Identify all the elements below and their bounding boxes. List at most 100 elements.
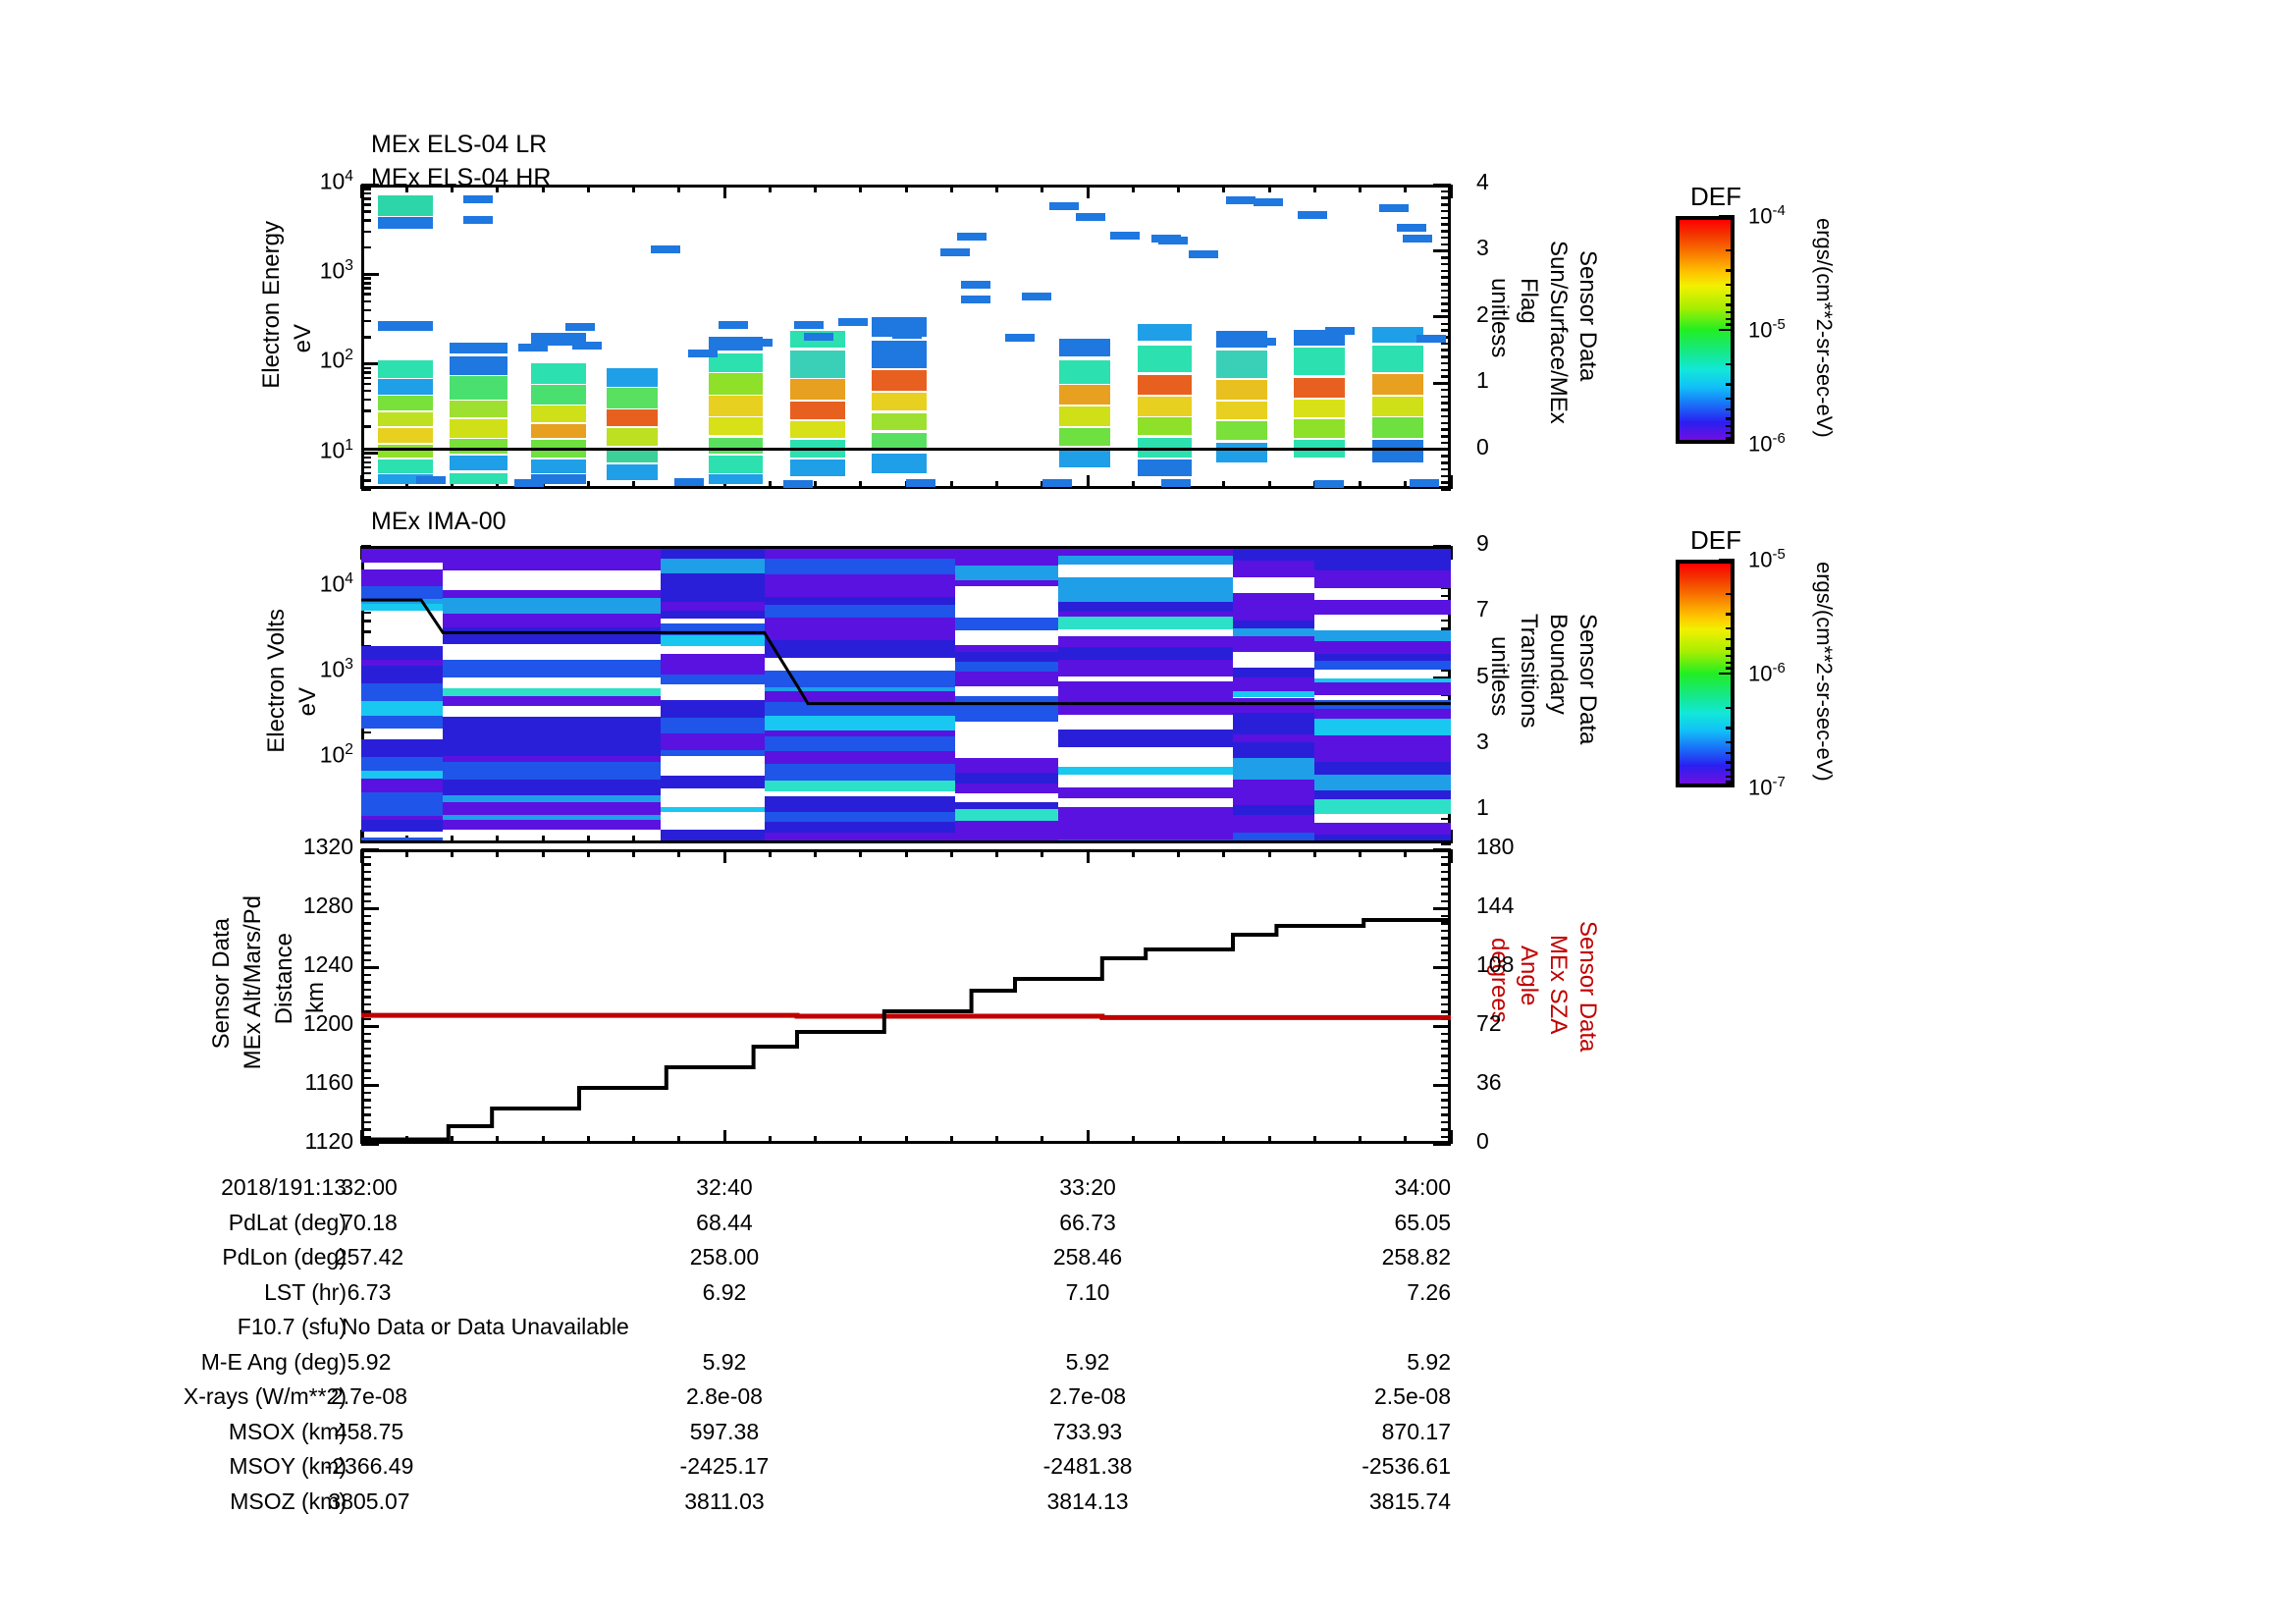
- xtick: [768, 1136, 772, 1144]
- ytick-label: 102: [319, 347, 353, 374]
- ima-band: [1233, 804, 1315, 816]
- spectrogram-band: [606, 464, 658, 481]
- spectrogram-band: [872, 369, 927, 391]
- spectrogram-band: [450, 400, 508, 418]
- ytick-right-major: [1433, 1024, 1451, 1028]
- spectrogram-dash: [1004, 334, 1035, 342]
- spectrogram-band: [606, 367, 658, 388]
- table-cell-value: 870.17: [1381, 1418, 1451, 1444]
- table-cell-value: 458.75: [334, 1418, 404, 1444]
- table-cell-value: -2481.38: [1042, 1453, 1133, 1479]
- ytick-minor: [361, 282, 371, 285]
- ytick-minor: [361, 398, 371, 402]
- xtick: [995, 1136, 998, 1144]
- panel1-right-axis-label-2: Sun/Surface/MEx: [1545, 241, 1572, 424]
- ytick-minor: [361, 191, 371, 195]
- spectrogram-band: [1372, 396, 1424, 416]
- ima-band: [764, 796, 955, 812]
- xtick-top: [949, 849, 953, 857]
- spectrogram-band: [450, 343, 508, 354]
- ima-band: [443, 716, 662, 734]
- xtick: [451, 1136, 454, 1144]
- spectrogram-dash: [960, 281, 990, 290]
- xtick-top: [404, 849, 408, 857]
- panel1-left-axis-label-1: Electron Energy: [258, 221, 285, 389]
- xtick-top: [904, 849, 908, 857]
- table-cell-value: 3815.74: [1368, 1488, 1451, 1514]
- ytick-label: 103: [319, 257, 353, 284]
- spectrogram-band: [1137, 323, 1193, 342]
- ytick-minor: [361, 1099, 371, 1102]
- ytick-minor: [361, 366, 371, 370]
- colorbar-tick: [1719, 558, 1735, 562]
- xtick: [995, 481, 998, 489]
- xtick-top: [814, 849, 817, 857]
- ytick-major: [361, 1083, 379, 1087]
- ima-band: [764, 559, 955, 575]
- xtick: [1449, 830, 1453, 843]
- table-row-label: LST (hr): [264, 1278, 347, 1305]
- xtick-top: [1222, 849, 1226, 857]
- ytick-right-minor: [1441, 988, 1451, 991]
- spectrogram-dash: [1161, 479, 1192, 488]
- xtick-top: [1041, 185, 1044, 192]
- ima-band: [1314, 653, 1451, 662]
- ytick-minor: [361, 210, 371, 213]
- ytick-label: 1120: [304, 1128, 353, 1154]
- ima-band: [1058, 576, 1233, 587]
- ytick-right-minor: [1441, 342, 1451, 346]
- ytick-right-minor: [1441, 223, 1451, 226]
- spectrogram-band: [872, 392, 927, 411]
- ytick-right-minor: [1441, 937, 1451, 940]
- table-cell-value: 258.82: [1381, 1244, 1451, 1270]
- spectrogram-dash: [837, 318, 868, 327]
- spectrogram-dash: [565, 322, 596, 331]
- xtick-top: [677, 849, 681, 857]
- spectrogram-dash: [674, 477, 705, 486]
- spectrogram-band: [708, 437, 764, 454]
- table-cell-value: 5.92: [1407, 1348, 1451, 1375]
- ytick-right-minor: [1441, 1091, 1451, 1094]
- ytick-right-minor: [1441, 395, 1451, 399]
- spectrogram-band: [531, 424, 586, 438]
- xtick: [404, 1136, 408, 1144]
- colorbar1-units: ergs/(cm**2-sr-sec-eV): [1812, 218, 1837, 438]
- spectrogram-dash: [1396, 223, 1426, 232]
- ytick-right-minor: [1441, 914, 1451, 917]
- ytick-minor: [361, 371, 371, 374]
- ima-band: [1058, 729, 1233, 747]
- colorbar-tick: [1726, 248, 1735, 252]
- xtick-top: [359, 185, 363, 198]
- ytick-right-minor: [1441, 1002, 1451, 1005]
- ytick-minor: [361, 951, 371, 954]
- xtick: [1086, 475, 1090, 489]
- panel3-plot-area[interactable]: [361, 849, 1451, 1144]
- xtick: [814, 1136, 817, 1144]
- ytick-right-minor: [1441, 216, 1451, 220]
- ima-band: [443, 814, 662, 820]
- spectrogram-band: [1294, 348, 1346, 375]
- ima-band: [1314, 708, 1451, 713]
- spectrogram-dash: [415, 476, 446, 485]
- spectrogram-band: [1059, 428, 1111, 447]
- spectrogram-band: [1059, 406, 1111, 427]
- ytick-right-minor: [1441, 1017, 1451, 1020]
- ytick-right-major: [1433, 183, 1451, 187]
- ytick-minor: [361, 1076, 371, 1079]
- spectrogram-dash: [803, 333, 833, 341]
- ima-band: [443, 598, 662, 614]
- ima-band: [443, 589, 662, 599]
- ytick-right-minor: [1441, 355, 1451, 358]
- table-cell-value: 70.18: [341, 1209, 398, 1235]
- ima-band: [1233, 764, 1315, 781]
- ima-band: [443, 549, 662, 567]
- xtick-top: [677, 185, 681, 192]
- ytick-minor: [361, 488, 371, 491]
- ytick-minor: [361, 230, 371, 234]
- xtick-top: [632, 185, 635, 192]
- ytick-major: [361, 272, 379, 276]
- spectrogram-dash: [1324, 327, 1355, 336]
- colorbar-tick: [1719, 214, 1735, 218]
- xtick: [632, 481, 635, 489]
- ima-band: [1314, 834, 1451, 840]
